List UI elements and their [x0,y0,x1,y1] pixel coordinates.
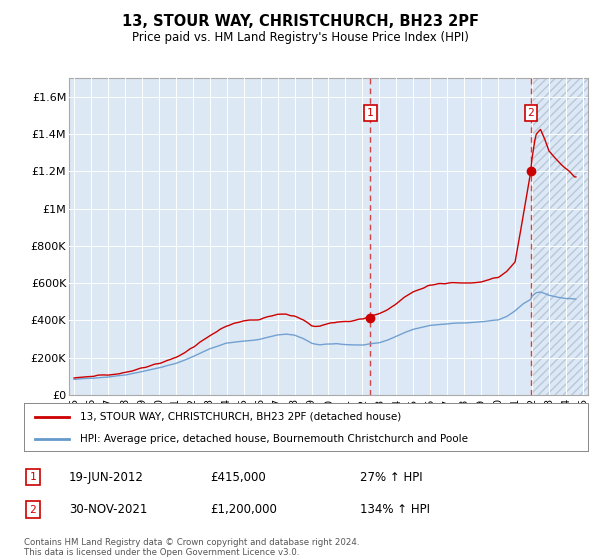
Text: Contains HM Land Registry data © Crown copyright and database right 2024.
This d: Contains HM Land Registry data © Crown c… [24,538,359,557]
Text: 1: 1 [367,108,374,118]
Text: 1: 1 [29,472,37,482]
Text: £1,200,000: £1,200,000 [210,503,277,516]
Bar [530,78,588,395]
Text: 30-NOV-2021: 30-NOV-2021 [69,503,148,516]
Text: £415,000: £415,000 [210,470,266,484]
Bar [370,78,530,395]
Text: 134% ↑ HPI: 134% ↑ HPI [360,503,430,516]
Bar [530,78,588,395]
Text: HPI: Average price, detached house, Bournemouth Christchurch and Poole: HPI: Average price, detached house, Bour… [80,434,469,444]
Text: 13, STOUR WAY, CHRISTCHURCH, BH23 2PF (detached house): 13, STOUR WAY, CHRISTCHURCH, BH23 2PF (d… [80,412,401,422]
Text: 13, STOUR WAY, CHRISTCHURCH, BH23 2PF: 13, STOUR WAY, CHRISTCHURCH, BH23 2PF [121,14,479,29]
Text: 19-JUN-2012: 19-JUN-2012 [69,470,144,484]
Text: 27% ↑ HPI: 27% ↑ HPI [360,470,422,484]
Text: 2: 2 [29,505,37,515]
Text: Price paid vs. HM Land Registry's House Price Index (HPI): Price paid vs. HM Land Registry's House … [131,31,469,44]
Text: 2: 2 [527,108,534,118]
